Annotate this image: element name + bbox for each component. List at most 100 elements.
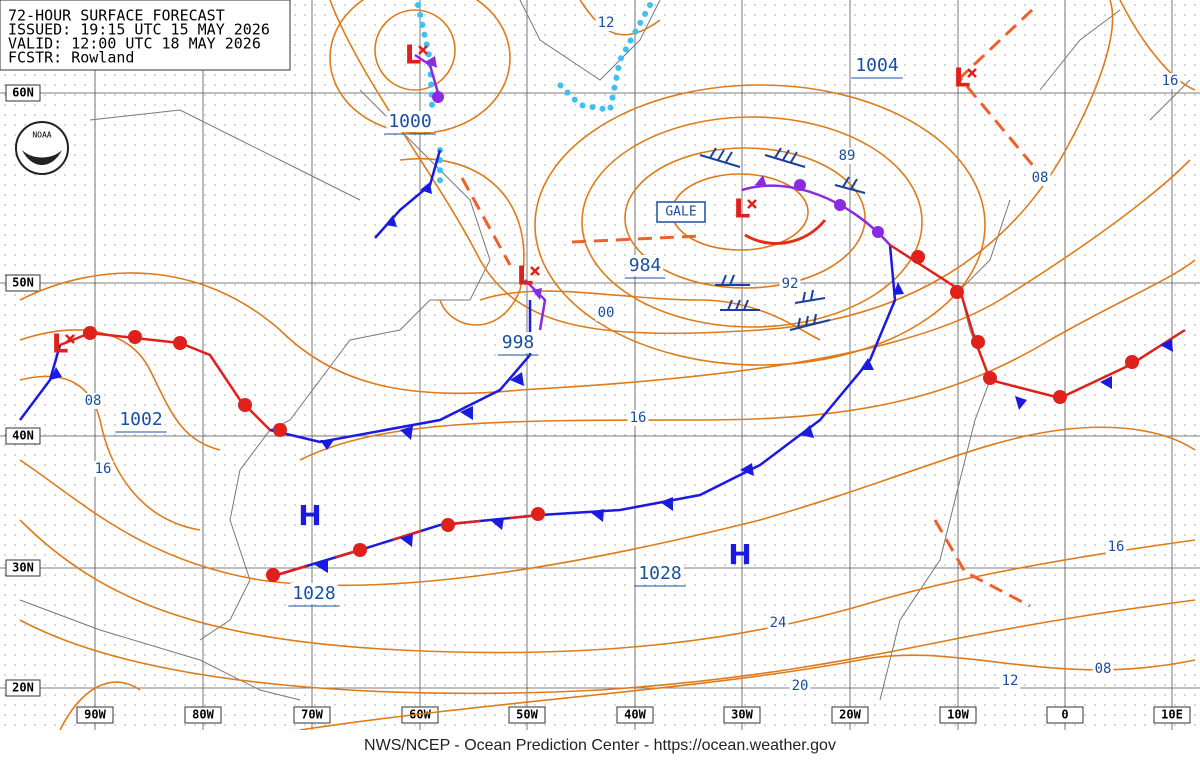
- pressure-label-background: [1092, 661, 1114, 677]
- pressure-label: 1028: [292, 583, 335, 604]
- pressure-label: 12: [598, 15, 615, 31]
- pressure-label: 998: [502, 332, 535, 353]
- pressure-label: 16: [1162, 73, 1179, 89]
- longitude-label: 40W: [624, 708, 646, 722]
- gale-label: GALE: [665, 205, 696, 220]
- front-symbols: [50, 56, 1173, 582]
- pressure-label-background: [290, 583, 338, 604]
- longitude-label-box: [831, 706, 869, 724]
- pressure-label: 16: [1108, 539, 1125, 555]
- pressure-label-background: [836, 148, 858, 164]
- latitude-label-box: [5, 427, 41, 445]
- longitude-label-box: [293, 706, 331, 724]
- pressure-label: 24: [770, 615, 787, 631]
- longitude-label: 10W: [947, 708, 969, 722]
- low-center: L: [954, 64, 971, 94]
- low-center: L: [52, 330, 69, 360]
- longitude-label: 0: [1061, 708, 1068, 722]
- pressure-label: 16: [630, 410, 647, 426]
- gale-box: [656, 201, 706, 223]
- pressure-label: 1002: [119, 409, 162, 430]
- pressure-label: 00: [598, 305, 615, 321]
- header-box: [0, 0, 291, 71]
- map-background: [0, 0, 1200, 730]
- pressure-label: 08: [85, 393, 102, 409]
- pressure-label-background: [386, 111, 434, 132]
- low-center-marker: [747, 199, 757, 209]
- pressure-label: 984: [629, 255, 662, 276]
- low-center: L: [405, 41, 422, 71]
- latitude-label-box: [5, 679, 41, 697]
- header-line: VALID: 12:00 UTC 18 MAY 2026: [8, 35, 261, 53]
- high-center: H: [728, 538, 751, 571]
- latitude-label-box: [5, 559, 41, 577]
- longitude-label: 90W: [84, 708, 106, 722]
- pressure-label: 08: [1032, 170, 1049, 186]
- pressure-label-background: [1159, 73, 1181, 89]
- pressure-label-background: [499, 332, 537, 353]
- pressure-label-background: [636, 563, 684, 584]
- longitude-label: 80W: [192, 708, 214, 722]
- pressure-label: 08: [1095, 661, 1112, 677]
- low-center-marker: [530, 266, 540, 276]
- low-center-marker: [418, 45, 428, 55]
- footer-band: [0, 730, 1200, 764]
- latitude-label: 20N: [12, 681, 34, 695]
- longitude-label-box: [616, 706, 654, 724]
- pressure-label-background: [627, 410, 649, 426]
- storm-track-arrow: [744, 219, 827, 245]
- pressure-label-background: [779, 276, 801, 292]
- latitude-label: 60N: [12, 86, 34, 100]
- longitude-label: 10E: [1161, 708, 1183, 722]
- map-labels: 1004 1000 89 984 92 00 998 1002 08 16 16 1028 1028 24…: [52, 15, 1181, 694]
- pressure-label-background: [595, 305, 617, 321]
- latitude-label-box: [5, 274, 41, 292]
- latitude-label: 30N: [12, 561, 34, 575]
- longitude-label: 30W: [731, 708, 753, 722]
- troughs: [460, 8, 1037, 608]
- ice-edge: [415, 2, 653, 188]
- longitude-label-box: [723, 706, 761, 724]
- isobars: [19, 0, 1196, 731]
- longitude-label-box: [184, 706, 222, 724]
- latitude-label-box: [5, 84, 41, 102]
- pressure-label: 20: [792, 678, 809, 694]
- low-center: L: [517, 262, 534, 292]
- pressure-label-background: [626, 255, 664, 276]
- pressure-label-background: [767, 615, 789, 631]
- pressure-label-background: [82, 393, 104, 409]
- wind-barbs: [699, 147, 866, 331]
- header-line: FCSTR: Rowland: [8, 49, 134, 67]
- pressure-label-background: [1029, 170, 1051, 186]
- header-line: 72-HOUR SURFACE FORECAST: [8, 7, 225, 25]
- pressure-label: 16: [95, 461, 112, 477]
- footer-credit: NWS/NCEP - Ocean Prediction Center - htt…: [364, 737, 836, 754]
- longitude-label: 70W: [301, 708, 323, 722]
- low-center-marker: [65, 334, 75, 344]
- pressure-label-background: [853, 55, 901, 76]
- longitude-label: 20W: [839, 708, 861, 722]
- low-center-marker: [967, 68, 977, 78]
- pressure-label: 1004: [855, 55, 898, 76]
- noaa-logo: NOAA: [15, 121, 69, 175]
- longitude-label-box: [939, 706, 977, 724]
- pressure-label-background: [789, 678, 811, 694]
- pressure-label: 92: [782, 276, 799, 292]
- pressure-label: 89: [839, 148, 856, 164]
- pressure-label-background: [92, 461, 114, 477]
- longitude-label-box: [76, 706, 114, 724]
- pressure-label: 1000: [388, 111, 431, 132]
- longitude-label-box: [1153, 706, 1191, 724]
- pressure-label-background: [117, 409, 165, 430]
- low-center: L: [734, 195, 751, 225]
- pressure-label-background: [595, 15, 617, 31]
- high-center: H: [298, 499, 321, 532]
- pressure-label: 1028: [638, 563, 681, 584]
- latitude-label: 50N: [12, 276, 34, 290]
- longitude-label-box: [508, 706, 546, 724]
- longitude-label-box: [1046, 706, 1084, 724]
- latitude-label: 40N: [12, 429, 34, 443]
- pressure-label-background: [1105, 539, 1127, 555]
